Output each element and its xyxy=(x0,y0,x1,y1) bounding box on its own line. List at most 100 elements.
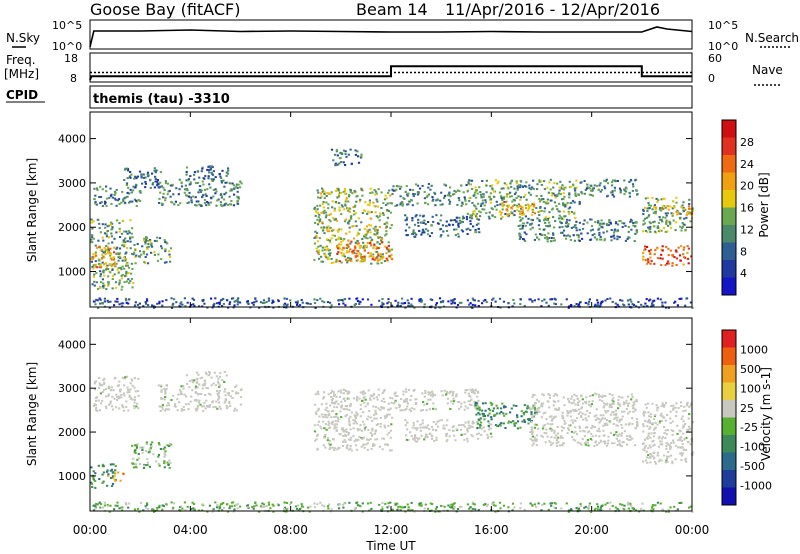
scatter-cell xyxy=(128,395,131,398)
scatter-cell xyxy=(156,184,159,187)
scatter-cell xyxy=(375,424,378,426)
scatter-cell xyxy=(548,406,551,409)
scatter-cell xyxy=(587,415,590,418)
scatter-cell xyxy=(101,506,104,509)
scatter-cell xyxy=(562,427,565,429)
scatter-cell xyxy=(457,197,460,199)
scatter-cell xyxy=(165,299,168,302)
scatter-cell xyxy=(414,427,417,430)
scatter-cell xyxy=(340,251,343,254)
scatter-cell xyxy=(513,193,517,196)
scatter-cell xyxy=(114,465,117,468)
scatter-cell xyxy=(109,254,112,257)
scatter-cell xyxy=(387,210,390,212)
scatter-cell xyxy=(621,299,624,302)
scatter-cell xyxy=(597,395,601,398)
scatter-cell xyxy=(680,417,683,420)
scatter-cell xyxy=(345,447,348,449)
scatter-cell xyxy=(672,408,675,411)
scatter-cell xyxy=(468,426,471,429)
scatter-cell xyxy=(615,412,618,415)
scatter-cell xyxy=(124,297,127,300)
scatter-cell xyxy=(609,413,612,416)
scatter-cell xyxy=(346,261,349,264)
scatter-cell xyxy=(131,286,134,289)
scatter-cell xyxy=(688,207,691,210)
scatter-cell xyxy=(345,250,349,253)
scatter-cell xyxy=(191,501,194,504)
scatter-cell xyxy=(473,392,476,395)
scatter-cell xyxy=(405,223,408,226)
scatter-cell xyxy=(492,297,495,300)
scatter-cell xyxy=(114,479,117,482)
scatter-cell xyxy=(644,403,647,406)
scatter-cell xyxy=(211,306,214,309)
scatter-cell xyxy=(347,438,351,441)
scatter-cell xyxy=(515,422,518,425)
scatter-cell xyxy=(410,435,413,437)
scatter-cell xyxy=(146,461,149,464)
scatter-cell xyxy=(363,227,366,230)
scatter-cell xyxy=(115,231,118,234)
scatter-cell xyxy=(356,239,359,242)
scatter-cell xyxy=(658,458,662,461)
scatter-cell xyxy=(522,411,525,414)
scatter-cell xyxy=(427,393,430,396)
scatter-cell xyxy=(589,238,592,241)
scatter-cell xyxy=(272,504,275,507)
scatter-cell xyxy=(92,477,95,480)
scatter-cell xyxy=(355,422,358,425)
scatter-cell xyxy=(99,506,102,509)
scatter-cell xyxy=(487,425,490,428)
scatter-cell xyxy=(120,393,123,396)
scatter-cell xyxy=(486,503,490,506)
scatter-cell xyxy=(190,201,193,204)
scatter-cell xyxy=(567,210,570,213)
scatter-cell xyxy=(223,193,226,196)
scatter-cell xyxy=(589,395,592,398)
scatter-cell xyxy=(144,239,147,241)
scatter-cell xyxy=(415,233,418,236)
scatter-cell xyxy=(356,255,359,257)
scatter-cell xyxy=(573,399,576,402)
scatter-cell xyxy=(593,233,596,236)
scatter-cell xyxy=(629,502,632,505)
scatter-cell xyxy=(549,199,552,202)
scatter-cell xyxy=(653,418,656,421)
scatter-cell xyxy=(296,300,299,303)
scatter-cell xyxy=(593,509,596,511)
scatter-cell xyxy=(369,224,373,227)
scatter-cell xyxy=(164,390,167,392)
colorbar-swatch xyxy=(722,120,736,138)
scatter-cell xyxy=(101,256,104,259)
scatter-cell xyxy=(477,218,480,221)
scatter-cell xyxy=(114,469,117,472)
scatter-cell xyxy=(675,257,679,260)
scatter-cell xyxy=(675,444,678,447)
scatter-cell xyxy=(649,204,653,207)
scatter-cell xyxy=(135,183,138,186)
scatter-cell xyxy=(135,445,138,448)
scatter-cell xyxy=(190,199,193,202)
scatter-cell xyxy=(314,439,317,442)
scatter-cell xyxy=(480,427,483,430)
scatter-cell xyxy=(134,249,137,252)
scatter-cell xyxy=(618,433,621,436)
nave-tick-top: 60 xyxy=(708,52,722,65)
scatter-cell xyxy=(193,173,196,176)
scatter-cell xyxy=(359,424,362,427)
station-title: Goose Bay (fitACF) xyxy=(90,0,240,19)
scatter-cell xyxy=(285,508,288,511)
scatter-cell xyxy=(340,204,343,207)
scatter-cell xyxy=(222,502,225,504)
scatter-cell xyxy=(313,206,316,209)
scatter-cell xyxy=(466,233,469,235)
scatter-cell xyxy=(552,417,555,420)
scatter-cell xyxy=(94,194,97,197)
scatter-cell xyxy=(382,397,385,400)
scatter-cell xyxy=(345,428,348,431)
scatter-cell xyxy=(478,409,481,412)
scatter-cell xyxy=(595,184,599,187)
scatter-cell xyxy=(347,432,350,434)
scatter-cell xyxy=(684,458,687,461)
